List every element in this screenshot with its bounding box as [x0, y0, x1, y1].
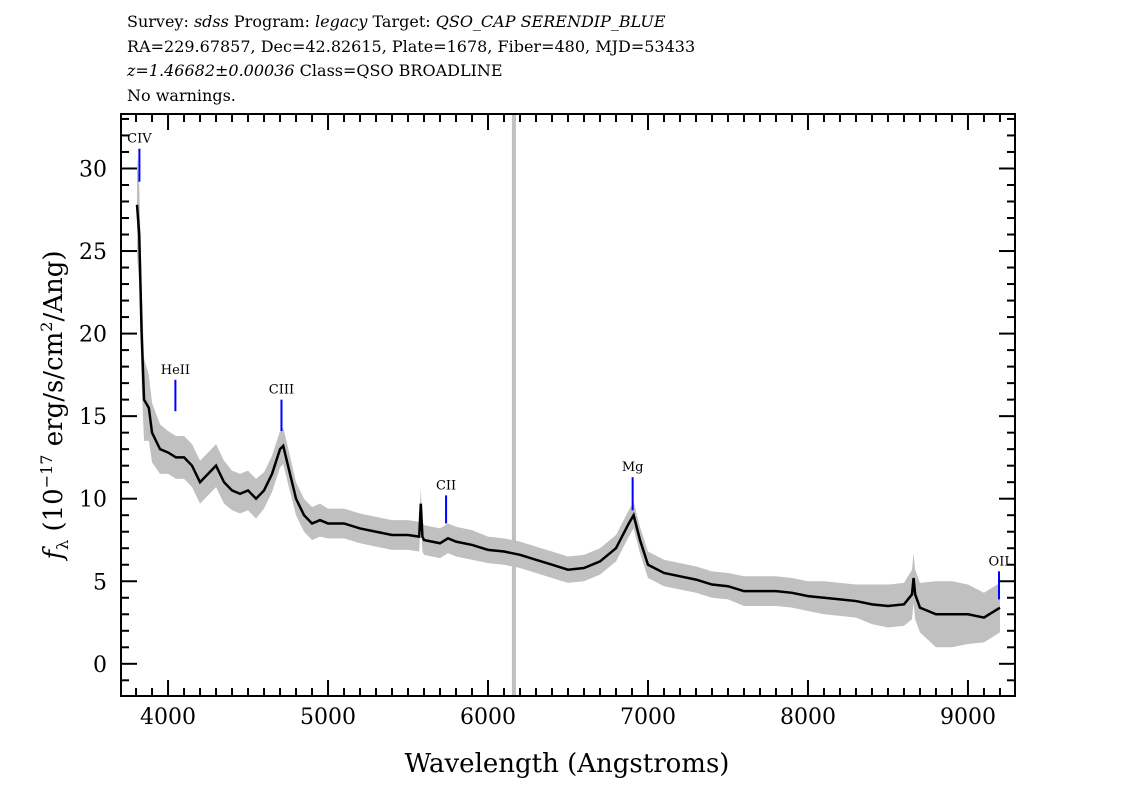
y-tick-label: 15	[79, 405, 107, 430]
noise-band	[136, 155, 1000, 648]
plot-frame	[120, 113, 1016, 697]
y-tick-label: 10	[79, 488, 107, 513]
y-tick-label: 20	[79, 323, 107, 348]
y-tick-label: 5	[93, 570, 107, 595]
header-line-survey: Survey: sdss Program: legacy Target: QSO…	[127, 12, 666, 32]
x-tick-label: 9000	[940, 705, 996, 730]
target-label: Target:	[367, 12, 436, 31]
x-tick-label: 4000	[140, 705, 196, 730]
y-tick-label: 30	[79, 157, 107, 182]
survey-value: sdss	[193, 12, 229, 31]
survey-label: Survey:	[127, 12, 194, 31]
header-line-coords: RA=229.67857, Dec=42.82615, Plate=1678, …	[127, 37, 696, 56]
emission-line-label: OII	[989, 554, 1010, 569]
redshift-value: z=1.46682±0.00036	[127, 61, 295, 80]
x-tick-label: 7000	[620, 705, 676, 730]
emission-line-label: Mg	[622, 460, 644, 475]
x-tick-label: 5000	[300, 705, 356, 730]
program-label: Program:	[228, 12, 316, 31]
header-line-redshift: z=1.46682±0.00036 Class=QSO BROADLINE	[127, 61, 503, 81]
y-tick-label: 0	[93, 653, 107, 678]
program-value: legacy	[315, 12, 368, 31]
target-value: QSO_CAP SERENDIP_BLUE	[435, 12, 666, 31]
header-line-warnings: No warnings.	[127, 86, 236, 105]
emission-line-label: CIV	[127, 132, 152, 147]
class-value: Class=QSO BROADLINE	[294, 61, 503, 80]
x-axis-label: Wavelength (Angstroms)	[405, 749, 730, 779]
y-axis-label: fλ (10−17 erg/s/cm2/Ang)	[37, 250, 72, 561]
x-tick-label: 6000	[460, 705, 516, 730]
emission-line-label: HeII	[161, 363, 190, 378]
emission-line-label: CIII	[269, 383, 294, 398]
emission-line-label: CII	[436, 478, 456, 493]
x-tick-label: 8000	[780, 705, 836, 730]
y-tick-label: 25	[79, 240, 107, 265]
spectrum-line	[135, 204, 1001, 619]
